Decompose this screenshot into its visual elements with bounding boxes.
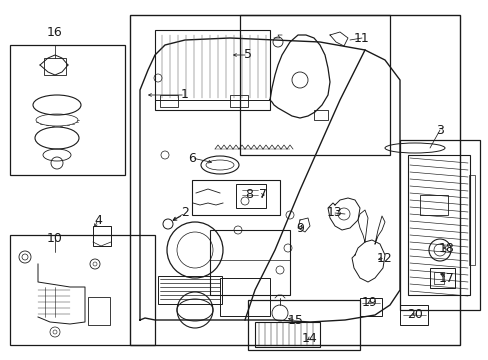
Text: 5: 5	[244, 49, 251, 62]
Text: 14: 14	[302, 332, 317, 345]
Text: 1: 1	[181, 89, 188, 102]
Text: 7: 7	[259, 189, 266, 202]
Bar	[254, 322, 319, 347]
Bar	[130, 15, 459, 345]
Bar	[468, 175, 474, 265]
Bar	[10, 45, 125, 175]
Bar	[155, 30, 269, 110]
Bar	[220, 278, 269, 316]
Bar	[313, 110, 327, 120]
Text: 19: 19	[362, 296, 377, 309]
Text: 17: 17	[438, 271, 454, 284]
Bar	[236, 184, 265, 208]
Text: 6: 6	[188, 152, 196, 165]
Bar	[247, 300, 359, 350]
Text: 11: 11	[353, 31, 369, 45]
Text: 10: 10	[47, 231, 63, 244]
Bar	[229, 95, 247, 107]
Bar	[93, 226, 111, 246]
Bar	[158, 276, 222, 304]
Bar	[407, 155, 469, 295]
Bar	[399, 140, 479, 310]
Bar	[192, 180, 280, 215]
Bar	[209, 230, 289, 295]
Text: 16: 16	[47, 26, 63, 39]
Bar	[429, 268, 454, 288]
Text: 8: 8	[244, 189, 252, 202]
Bar	[10, 235, 155, 345]
Text: 4: 4	[94, 213, 102, 226]
Bar	[399, 305, 427, 325]
Bar	[419, 195, 447, 215]
Text: 12: 12	[376, 252, 392, 265]
Bar	[359, 298, 381, 316]
Text: 3: 3	[435, 123, 443, 136]
Text: 9: 9	[295, 221, 304, 234]
Text: 20: 20	[406, 309, 422, 321]
Text: 15: 15	[287, 314, 304, 327]
Bar	[433, 272, 443, 284]
Bar	[88, 297, 110, 325]
Text: 2: 2	[181, 207, 188, 220]
Bar	[44, 58, 66, 75]
Text: 13: 13	[326, 207, 342, 220]
Bar	[160, 95, 178, 107]
Bar	[240, 15, 389, 155]
Text: 18: 18	[438, 242, 454, 255]
